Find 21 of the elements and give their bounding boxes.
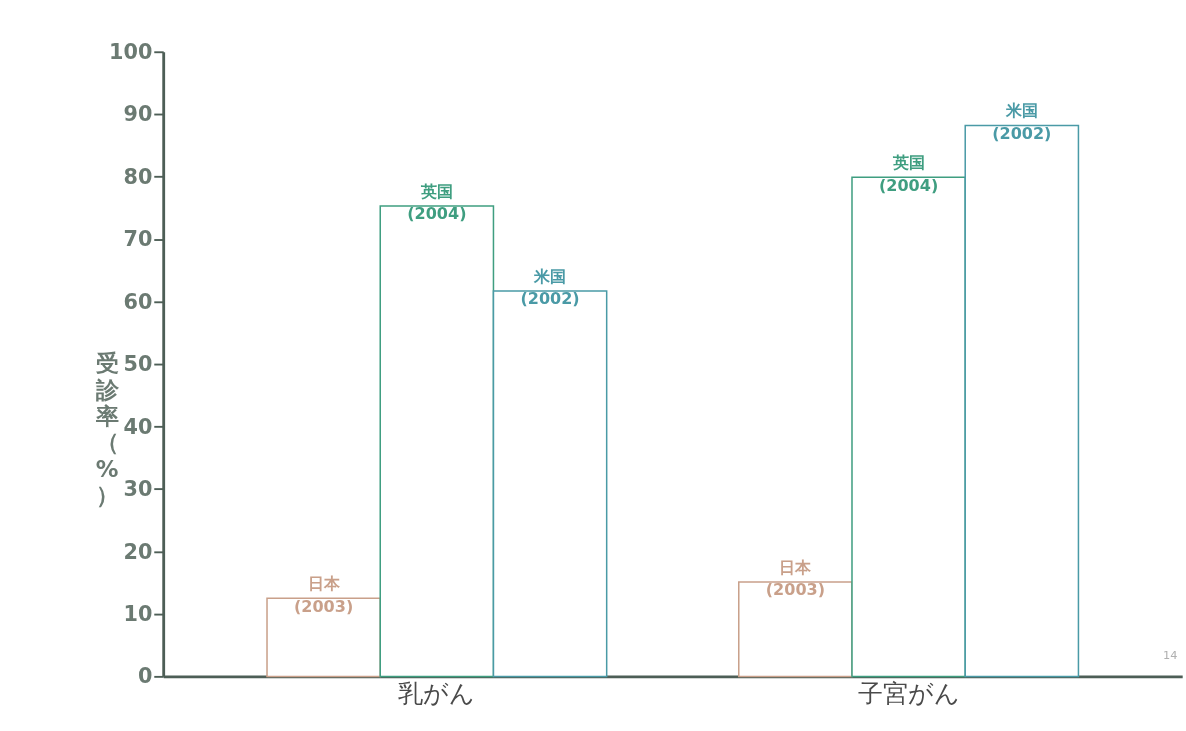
text: 米国 (2002) xyxy=(520,266,580,309)
text: 英国 (2004) xyxy=(879,152,939,195)
series-label: 日本 (2003) xyxy=(294,573,354,616)
y-tick-label: 40 xyxy=(123,414,153,439)
series-label: 英国 (2004) xyxy=(407,181,467,224)
y-tick-label: 20 xyxy=(123,539,153,564)
y-tick-label: 0 xyxy=(137,664,153,689)
annotation: 14 xyxy=(1163,648,1178,663)
y-tick-label: 80 xyxy=(123,164,153,189)
y-tick-label: 10 xyxy=(123,602,153,626)
series-label: 米国 (2002) xyxy=(992,101,1052,143)
y-tick-label: 90 xyxy=(123,102,153,127)
y-tick-label: 70 xyxy=(123,227,153,252)
y-tick-label: 50 xyxy=(123,352,153,377)
x-tick-label: 乳がん xyxy=(398,679,476,709)
y-tick-label: 30 xyxy=(123,477,153,502)
y-axis-title: 受診率（%） xyxy=(94,350,120,509)
y-tick-label: 60 xyxy=(123,289,153,314)
text: 日本 (2003) xyxy=(765,557,825,600)
x-tick-label: 子宮がん xyxy=(857,679,960,709)
y-tick-label: 100 xyxy=(109,39,153,64)
